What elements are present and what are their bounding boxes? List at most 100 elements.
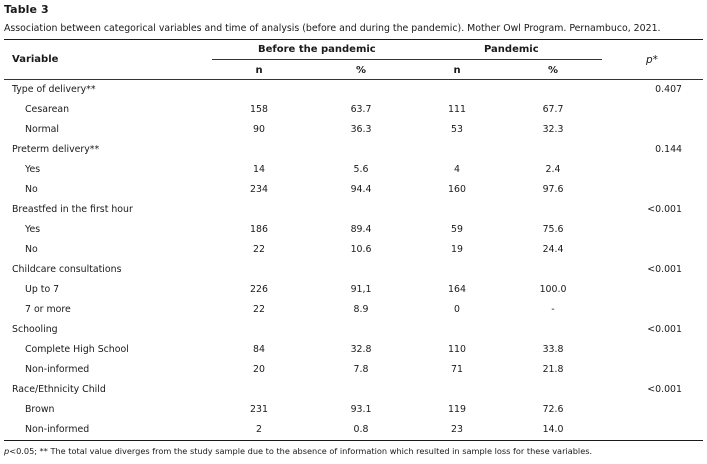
header-pandemic: Pandemic [484,44,539,55]
before-n: 226 [250,284,268,295]
table-row: Yes 186 89.4 59 75.6 [0,220,707,240]
row-label: Race/Ethnicity Child [12,384,106,395]
before-n: 2 [256,424,262,435]
p-value: <0.001 [647,204,682,215]
before-n: 14 [253,164,265,175]
row-label: Normal [25,124,59,135]
pandemic-n: 119 [448,404,466,415]
pandemic-percent: 100.0 [539,284,567,295]
pandemic-percent: 21.8 [542,364,564,375]
p-value: <0.001 [647,264,682,275]
pandemic-n: 59 [451,224,463,235]
table-row: 7 or more 22 8.9 0 - [0,300,707,320]
table-row: No 234 94.4 160 97.6 [0,180,707,200]
p-value: 0.407 [655,84,682,95]
table-row: Complete High School 84 32.8 110 33.8 [0,340,707,360]
before-percent: 91,1 [350,284,372,295]
row-label: No [25,244,38,255]
table-row: Yes 14 5.6 4 2.4 [0,160,707,180]
row-label: Complete High School [25,344,129,355]
row-label: Yes [25,224,41,235]
row-label: Up to 7 [25,284,60,295]
table-group-row: Schooling <0.001 [0,320,707,340]
table-row: Normal 90 36.3 53 32.3 [0,120,707,140]
table-row: Brown 231 93.1 119 72.6 [0,400,707,420]
pandemic-percent: 67.7 [542,104,564,115]
pandemic-percent: 32.3 [542,124,564,135]
header-bottom-rule [4,79,703,80]
row-label: 7 or more [25,304,71,315]
header-n-before: n [255,65,263,76]
row-label: Preterm delivery** [12,144,100,155]
pandemic-n: 0 [454,304,460,315]
row-label: Type of delivery** [12,84,96,95]
row-label: Childcare consultations [12,264,122,275]
before-percent: 94.4 [350,184,372,195]
table-group-row: Race/Ethnicity Child <0.001 [0,380,707,400]
row-label: Brown [25,404,55,415]
row-label: Non-informed [25,364,90,375]
table-row: Non-informed 2 0.8 23 14.0 [0,420,707,440]
pandemic-n: 111 [448,104,466,115]
before-percent: 8.9 [353,304,369,315]
row-label: No [25,184,38,195]
pandemic-percent: 2.4 [545,164,561,175]
pandemic-percent: 33.8 [542,344,564,355]
pandemic-n: 160 [448,184,466,195]
table-row: Non-informed 20 7.8 71 21.8 [0,360,707,380]
before-percent: 89.4 [350,224,372,235]
header-n-pandemic: n [453,65,461,76]
pandemic-percent: 97.6 [542,184,564,195]
before-percent: 10.6 [350,244,372,255]
table-row: Cesarean 158 63.7 111 67.7 [0,100,707,120]
before-n: 90 [253,124,265,135]
table-group-row: Type of delivery** 0.407 [0,80,707,100]
pandemic-n: 19 [451,244,463,255]
table-group-row: Breastfed in the first hour <0.001 [0,200,707,220]
before-n: 84 [253,344,265,355]
pandemic-percent: 24.4 [542,244,564,255]
before-percent: 32.8 [350,344,372,355]
before-n: 22 [253,304,265,315]
table-row: Up to 7 226 91,1 164 100.0 [0,280,707,300]
pandemic-n: 4 [454,164,460,175]
row-label: Non-informed [25,424,90,435]
pandemic-percent: 14.0 [542,424,564,435]
header-subrule [212,59,602,60]
header-variable: Variable [12,54,59,65]
pandemic-percent: - [551,304,555,315]
before-n: 186 [250,224,268,235]
before-n: 158 [250,104,268,115]
p-value: <0.001 [647,384,682,395]
before-percent: 0.8 [353,424,369,435]
pandemic-percent: 75.6 [542,224,564,235]
footnote-p-symbol: p [4,446,10,456]
table-label: Table 3 [4,3,49,16]
row-label: Breastfed in the first hour [12,204,133,215]
before-percent: 36.3 [350,124,372,135]
pandemic-n: 110 [448,344,466,355]
before-percent: 93.1 [350,404,372,415]
p-value: 0.144 [655,144,682,155]
row-label: Cesarean [25,104,70,115]
row-label: Schooling [12,324,58,335]
header-p-value: p* [646,54,658,66]
top-rule [4,39,703,40]
table-group-row: Preterm delivery** 0.144 [0,140,707,160]
table-row: No 22 10.6 19 24.4 [0,240,707,260]
table-caption: Association between categorical variable… [4,23,661,34]
table-footnote: p<0.05; ** The total value diverges from… [4,446,592,456]
bottom-rule [4,440,703,441]
row-label: Yes [25,164,41,175]
before-n: 231 [250,404,268,415]
before-n: 20 [253,364,265,375]
before-n: 234 [250,184,268,195]
pandemic-percent: 72.6 [542,404,564,415]
footnote-text: <0.05; ** The total value diverges from … [9,446,593,456]
pandemic-n: 71 [451,364,463,375]
header-percent-before: % [355,65,367,76]
before-n: 22 [253,244,265,255]
header-before-pandemic: Before the pandemic [258,44,376,55]
pandemic-n: 53 [451,124,463,135]
before-percent: 7.8 [353,364,369,375]
